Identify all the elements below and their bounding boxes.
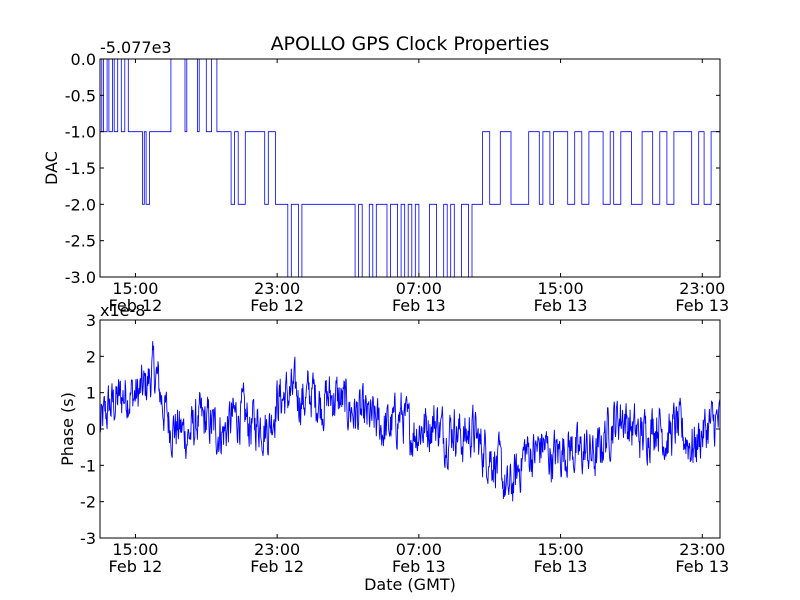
x-tick-label-time: 23:00: [679, 540, 725, 559]
x-tick-label-date: Feb 12: [109, 557, 163, 576]
x-tick-label-time: 15:00: [112, 279, 158, 298]
y-tick-label: -2.0: [65, 195, 96, 214]
y-tick-label: 3: [86, 311, 96, 330]
x-tick-label-date: Feb 12: [250, 557, 304, 576]
x-tick-label-date: Feb 13: [392, 296, 446, 315]
y-tick-label: 2: [86, 347, 96, 366]
data-line: [100, 59, 720, 277]
x-tick-label-time: 23:00: [254, 279, 300, 298]
x-tick-label-time: 23:00: [254, 540, 300, 559]
y-tick-label: -3: [80, 529, 96, 548]
dac-chart: -5.077e3 DAC 0.0 -0.5 -1.0 -1.5 -2.0 -2.5 -3.0…: [42, 38, 729, 315]
x-tick-label-date: Feb 13: [534, 296, 588, 315]
x-tick-label-date: Feb 13: [675, 296, 729, 315]
x-tick-label-time: 15:00: [112, 540, 158, 559]
figure-title: APOLLO GPS Clock Properties: [271, 33, 550, 55]
x-tick-label-time: 07:00: [396, 540, 442, 559]
y-tick-label: -1.0: [65, 123, 96, 142]
phase-offset-label: x1e-8: [100, 301, 145, 320]
y-tick-label: 0: [86, 420, 96, 439]
y-tick-label: -1: [80, 456, 96, 475]
x-tick-label-date: Feb 13: [675, 557, 729, 576]
x-tick-label-date: Feb 13: [534, 557, 588, 576]
y-tick-label: 1: [86, 384, 96, 403]
x-tick-label-time: 23:00: [679, 279, 725, 298]
y-tick-label: -0.5: [65, 86, 96, 105]
x-tick-label-time: 07:00: [396, 279, 442, 298]
y-tick-label: -3.0: [65, 268, 96, 287]
x-tick-label-time: 15:00: [538, 279, 584, 298]
y-tick-label: -2.5: [65, 232, 96, 251]
dac-ylabel: DAC: [42, 151, 61, 185]
x-tick-label-date: Feb 13: [392, 557, 446, 576]
y-tick-label: -1.5: [65, 159, 96, 178]
axes-frame: [99, 58, 721, 278]
x-tick-label-date: Feb 12: [109, 296, 163, 315]
x-axis-label: Date (GMT): [364, 575, 456, 594]
y-tick-label: -2: [80, 493, 96, 512]
data-line: [100, 341, 720, 502]
dac-offset-label: -5.077e3: [100, 38, 172, 57]
phase-ylabel: Phase (s): [58, 392, 77, 466]
y-tick-label: 0.0: [71, 50, 96, 69]
x-tick-label-time: 15:00: [538, 540, 584, 559]
x-tick-label-date: Feb 12: [250, 296, 304, 315]
